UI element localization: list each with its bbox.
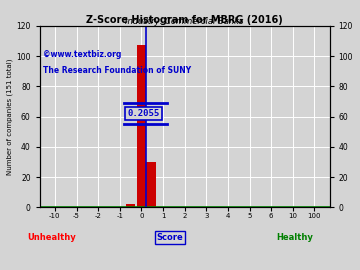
Text: ©www.textbiz.org: ©www.textbiz.org <box>42 50 121 59</box>
Text: 0.2055: 0.2055 <box>127 109 160 118</box>
Bar <box>146 162 156 207</box>
Text: Score: Score <box>157 233 184 242</box>
Bar <box>136 46 146 207</box>
Y-axis label: Number of companies (151 total): Number of companies (151 total) <box>7 58 13 175</box>
Title: Z-Score Histogram for MBRG (2016): Z-Score Histogram for MBRG (2016) <box>86 15 283 25</box>
Text: Industry: Commercial Banks: Industry: Commercial Banks <box>125 17 244 26</box>
Text: The Research Foundation of SUNY: The Research Foundation of SUNY <box>42 66 191 75</box>
Bar <box>126 204 135 207</box>
Text: Healthy: Healthy <box>276 233 313 242</box>
Text: Unhealthy: Unhealthy <box>27 233 76 242</box>
